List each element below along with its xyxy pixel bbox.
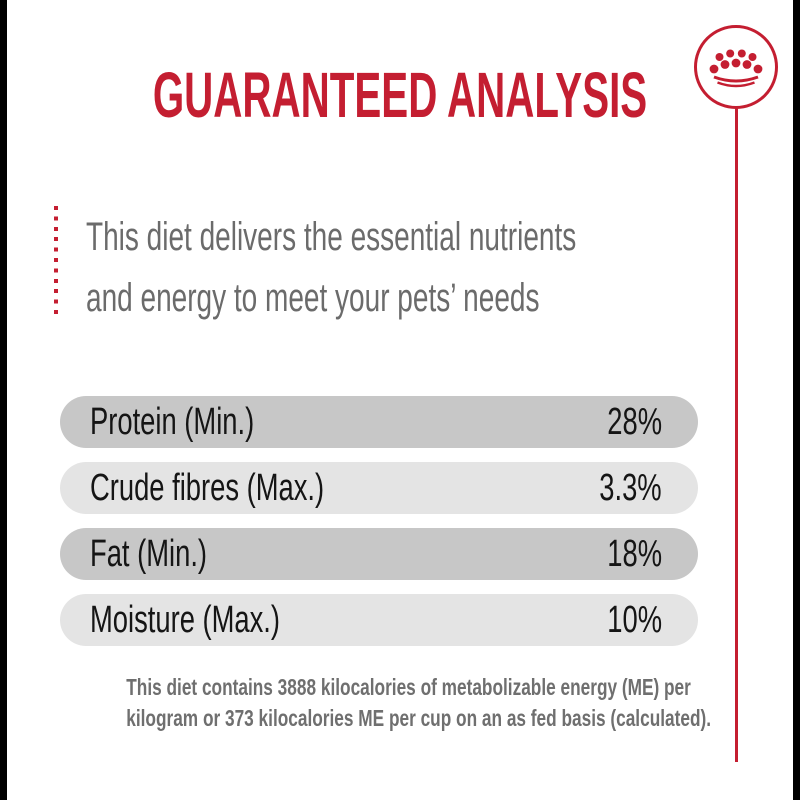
analysis-table: Protein (Min.) 28% Crude fibres (Max.) 3…	[60, 396, 698, 660]
row-label: Protein (Min.)	[90, 400, 255, 443]
table-row-protein: Protein (Min.) 28%	[60, 396, 698, 448]
row-label: Fat (Min.)	[90, 532, 208, 575]
page-title: GUARANTEED ANALYSIS	[152, 59, 648, 131]
intro-line-1: This diet delivers the essential nutrien…	[86, 215, 577, 259]
intro-text: This diet delivers the essential nutrien…	[86, 207, 576, 329]
dotted-accent-line	[54, 206, 58, 314]
table-row-moisture: Moisture (Max.) 10%	[60, 594, 698, 646]
right-edge-bar	[793, 0, 800, 800]
calorie-footnote: This diet contains 3888 kilocalories of …	[126, 672, 711, 734]
row-value: 3.3%	[599, 466, 662, 509]
vertical-divider-line	[735, 108, 738, 762]
table-row-fat: Fat (Min.) 18%	[60, 528, 698, 580]
table-row-crude-fibres: Crude fibres (Max.) 3.3%	[60, 462, 698, 514]
royal-canin-crown-icon	[694, 25, 778, 109]
row-label: Moisture (Max.)	[90, 598, 281, 641]
row-label: Crude fibres (Max.)	[90, 466, 325, 509]
footnote-line-2: kilogram or 373 kilocalories ME per cup …	[126, 705, 712, 731]
row-value: 10%	[607, 598, 662, 641]
row-value: 28%	[607, 400, 662, 443]
row-value: 18%	[607, 532, 662, 575]
footnote-line-1: This diet contains 3888 kilocalories of …	[126, 674, 691, 700]
intro-line-2: and energy to meet your pets’ needs	[86, 276, 540, 320]
left-edge-bar	[0, 0, 7, 800]
